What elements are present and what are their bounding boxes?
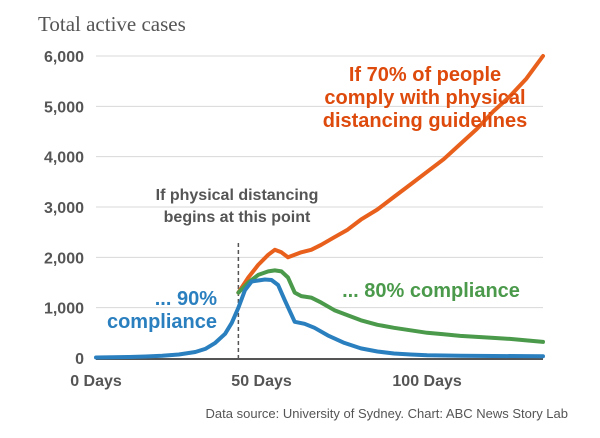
annotation-text: If physical distancing xyxy=(156,187,319,204)
series-label-90: ... 90% xyxy=(155,288,217,310)
series-lines xyxy=(94,54,545,360)
annotation: If physical distancing begins at this poi… xyxy=(156,187,319,358)
y-tick-label: 3,000 xyxy=(44,200,84,217)
x-tick-label: 50 Days xyxy=(231,373,292,390)
y-tick-label: 4,000 xyxy=(44,150,84,167)
x-tick-label: 100 Days xyxy=(392,373,461,390)
series-line-90 xyxy=(94,277,545,360)
series-label-90: compliance xyxy=(107,311,217,333)
annotation-text: begins at this point xyxy=(164,209,311,226)
series-label-80: ... 80% compliance xyxy=(342,280,520,302)
series-line-80 xyxy=(236,268,545,344)
series-label-70: distancing guidelines xyxy=(323,110,527,132)
source-note: Data source: University of Sydney. Chart… xyxy=(206,406,568,421)
x-axis-ticks: 0 Days 50 Days 100 Days xyxy=(70,373,462,390)
gridlines xyxy=(96,55,543,360)
x-tick-label: 0 Days xyxy=(70,373,122,390)
y-tick-label: 1,000 xyxy=(44,301,84,318)
series-label-70: If 70% of people xyxy=(349,64,501,86)
series-line-70 xyxy=(236,54,545,295)
y-tick-label: 5,000 xyxy=(44,99,84,116)
series-label-70: comply with physical xyxy=(324,87,525,109)
y-axis-ticks: 0 1,000 2,000 3,000 4,000 5,000 6,000 xyxy=(44,49,84,368)
chart-title: Total active cases xyxy=(38,12,186,36)
y-tick-label: 0 xyxy=(75,351,84,368)
y-tick-label: 6,000 xyxy=(44,49,84,66)
y-tick-label: 2,000 xyxy=(44,250,84,267)
